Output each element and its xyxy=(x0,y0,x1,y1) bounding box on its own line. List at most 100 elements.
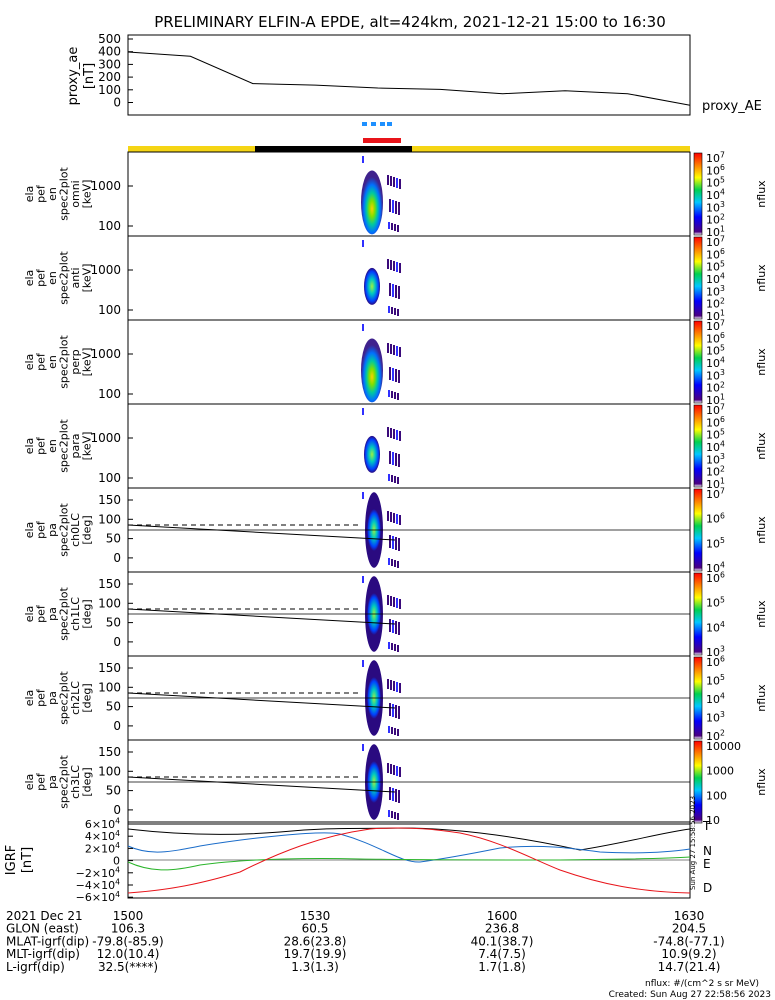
igrf-T-line xyxy=(127,827,691,851)
flux-streak xyxy=(394,224,396,231)
flux-streak xyxy=(387,343,389,353)
colorbar-tick-label: 101 xyxy=(706,393,725,407)
colorbar-tick-label: 107 xyxy=(706,319,725,333)
igrf-ytick-label: −6×104 xyxy=(76,890,120,904)
loss-cone-line xyxy=(127,692,396,709)
colorbar-label: nflux xyxy=(755,516,768,544)
flux-streak xyxy=(395,705,397,718)
panel-ytick-label: 100 xyxy=(98,512,121,526)
flux-streak xyxy=(395,789,397,802)
orbit-bar-yellow-right xyxy=(412,146,690,152)
flux-streak xyxy=(394,812,396,819)
panel-ylabel-line: pef xyxy=(35,352,48,371)
panel-ylabel-line: [keV] xyxy=(81,180,94,209)
flux-streak xyxy=(394,728,396,735)
flux-streak xyxy=(399,179,401,189)
flux-streak xyxy=(388,390,390,397)
panel-ylabel-line: pef xyxy=(35,772,48,791)
igrf-legend-label: E xyxy=(703,857,711,871)
colorbar-tick-label: 102 xyxy=(706,212,725,226)
panel-frame xyxy=(127,403,691,489)
flux-streak xyxy=(398,202,400,215)
colorbar-tick-label: 1000 xyxy=(706,765,734,778)
colorbar-tick-label: 101 xyxy=(706,477,725,491)
panel-ylabel-line: en xyxy=(46,271,59,285)
proxy-ae-ylabel: proxy_ae xyxy=(66,47,81,106)
panel-ytick-label: 0 xyxy=(113,803,121,817)
flux-streak xyxy=(399,599,401,609)
panel-ylabel-line: ch3LC xyxy=(69,765,82,799)
blue-marker xyxy=(362,122,367,126)
footer-value: 1.3(1.3) xyxy=(291,960,339,974)
panel-ylabel-line: ela xyxy=(23,186,36,203)
flux-streak xyxy=(390,176,392,186)
proxy-ae-ytick-label: 0 xyxy=(113,96,121,110)
flux-streak xyxy=(387,427,389,437)
colorbar-tick-label: 106 xyxy=(706,331,725,345)
flux-streak xyxy=(390,764,392,774)
igrf-ytick-label: 0 xyxy=(113,855,120,868)
colorbar-tick-label: 103 xyxy=(706,645,725,659)
colorbar-tick-label: 102 xyxy=(706,380,725,394)
panel-ylabel-line: ela xyxy=(23,354,36,371)
colorbar-label: nflux xyxy=(755,684,768,712)
flux-streak xyxy=(396,514,398,524)
colorbar-tick-label: 106 xyxy=(706,163,725,177)
flux-streak xyxy=(388,810,390,817)
flux-streak xyxy=(387,763,389,773)
footer-value: 10.9(9.2) xyxy=(661,947,716,961)
proxy-ae-ytick-label: 200 xyxy=(98,70,121,84)
flux-streak xyxy=(389,451,391,464)
flux-streak xyxy=(397,477,399,484)
panel-ytick-label: 100 xyxy=(98,596,121,610)
blue-marker xyxy=(387,122,392,126)
flux-streak xyxy=(393,765,395,775)
footer-row-label: MLT-igrf(dip) xyxy=(6,947,80,961)
flux-streak xyxy=(395,201,397,214)
flux-streak xyxy=(362,492,364,499)
flux-streak xyxy=(398,706,400,719)
panel-ylabel-line: spec2plot xyxy=(58,251,71,305)
flux-streak xyxy=(399,683,401,693)
flux-streak xyxy=(398,790,400,803)
colorbar-tick-label: 105 xyxy=(706,673,725,687)
colorbar-tick-label: 101 xyxy=(706,309,725,323)
nflux-unit-note: nflux: #/(cm^2 s sr MeV) xyxy=(645,979,759,989)
flux-streak xyxy=(399,263,401,273)
flux-streak xyxy=(392,284,394,297)
panel-ylabel-line: [deg] xyxy=(81,515,94,544)
colorbar-label: nflux xyxy=(755,432,768,460)
panel-ylabel-line: perp xyxy=(69,349,82,374)
panel-ytick-label: 100 xyxy=(98,303,121,317)
spectrogram-panel: 1000100elapefenspec2plotpara[keV]1071061… xyxy=(23,403,768,491)
panel-ylabel-line: ela xyxy=(23,522,36,539)
flux-streak xyxy=(388,222,390,229)
panel-ytick-label: 100 xyxy=(98,387,121,401)
colorbar-tick-label: 106 xyxy=(706,511,725,525)
igrf-ylabel-unit: [nT] xyxy=(20,847,35,873)
footer-value: 14.7(21.4) xyxy=(658,960,721,974)
flux-streak xyxy=(362,324,364,331)
colorbar-tick-label: 104 xyxy=(706,620,725,634)
panel-ytick-label: 100 xyxy=(98,764,121,778)
flux-streak xyxy=(391,727,393,734)
flux-streak xyxy=(394,560,396,567)
igrf-N-line xyxy=(127,832,691,863)
flux-streak xyxy=(391,223,393,230)
panel-ylabel-line: pa xyxy=(46,607,59,621)
flux-streak xyxy=(387,259,389,269)
spectrogram-panel: 1000100elapefenspec2plotomni[keV]1071061… xyxy=(23,151,768,239)
colorbar-label: nflux xyxy=(755,348,768,376)
colorbar-tick-label: 105 xyxy=(706,343,725,357)
panel-ylabel-line: ela xyxy=(23,690,36,707)
colorbar-tick-label: 107 xyxy=(706,487,725,501)
flux-streak xyxy=(390,428,392,438)
panel-ylabel-line: [keV] xyxy=(81,264,94,293)
colorbar-tick-label: 103 xyxy=(706,368,725,382)
flux-streak xyxy=(399,515,401,525)
colorbar-tick-label: 105 xyxy=(706,427,725,441)
flux-streak xyxy=(397,561,399,568)
proxy-ae-series-label: proxy_AE xyxy=(702,99,762,114)
